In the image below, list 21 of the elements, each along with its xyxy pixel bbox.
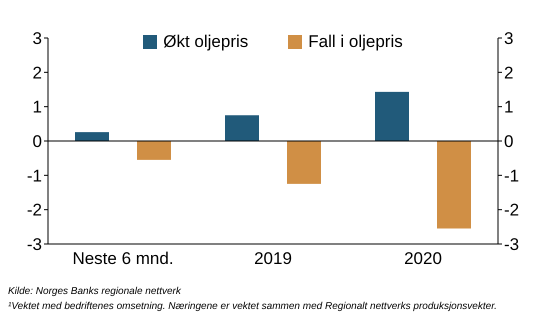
legend-label: Fall i oljepris — [307, 32, 403, 52]
legend-label: Økt oljepris — [162, 32, 248, 52]
text: Kilde: Norges Banks regionale nettverk — [8, 285, 182, 299]
y2-tick-label: -1 — [504, 166, 520, 186]
y-tick-label: 2 — [32, 63, 42, 82]
y-tick-label: 1 — [32, 98, 42, 117]
y2-tick-label: 0 — [504, 132, 514, 152]
text: ¹Vektet med bedriftenes omsetning. Næringene er vektet sammen med Regionalt nettverks produksjonsvekter. — [8, 300, 498, 314]
y-tick-label: 0 — [32, 132, 42, 152]
y-tick-label: -3 — [26, 235, 42, 254]
y2-tick-label: -3 — [504, 235, 520, 254]
y2-tick-label: -2 — [504, 200, 520, 220]
x-tick-label: 2020 — [404, 249, 442, 268]
y-tick-label: 3 — [32, 29, 42, 48]
x-tick-label: 2019 — [254, 249, 292, 268]
x-tick-label: Neste 6 mnd. — [72, 249, 174, 268]
y2-tick-label: 1 — [504, 98, 514, 117]
y-tick-label: -2 — [26, 200, 42, 220]
y-tick-label: -1 — [26, 166, 42, 186]
y2-tick-label: 2 — [504, 63, 514, 82]
y2-tick-label: 3 — [504, 29, 514, 48]
